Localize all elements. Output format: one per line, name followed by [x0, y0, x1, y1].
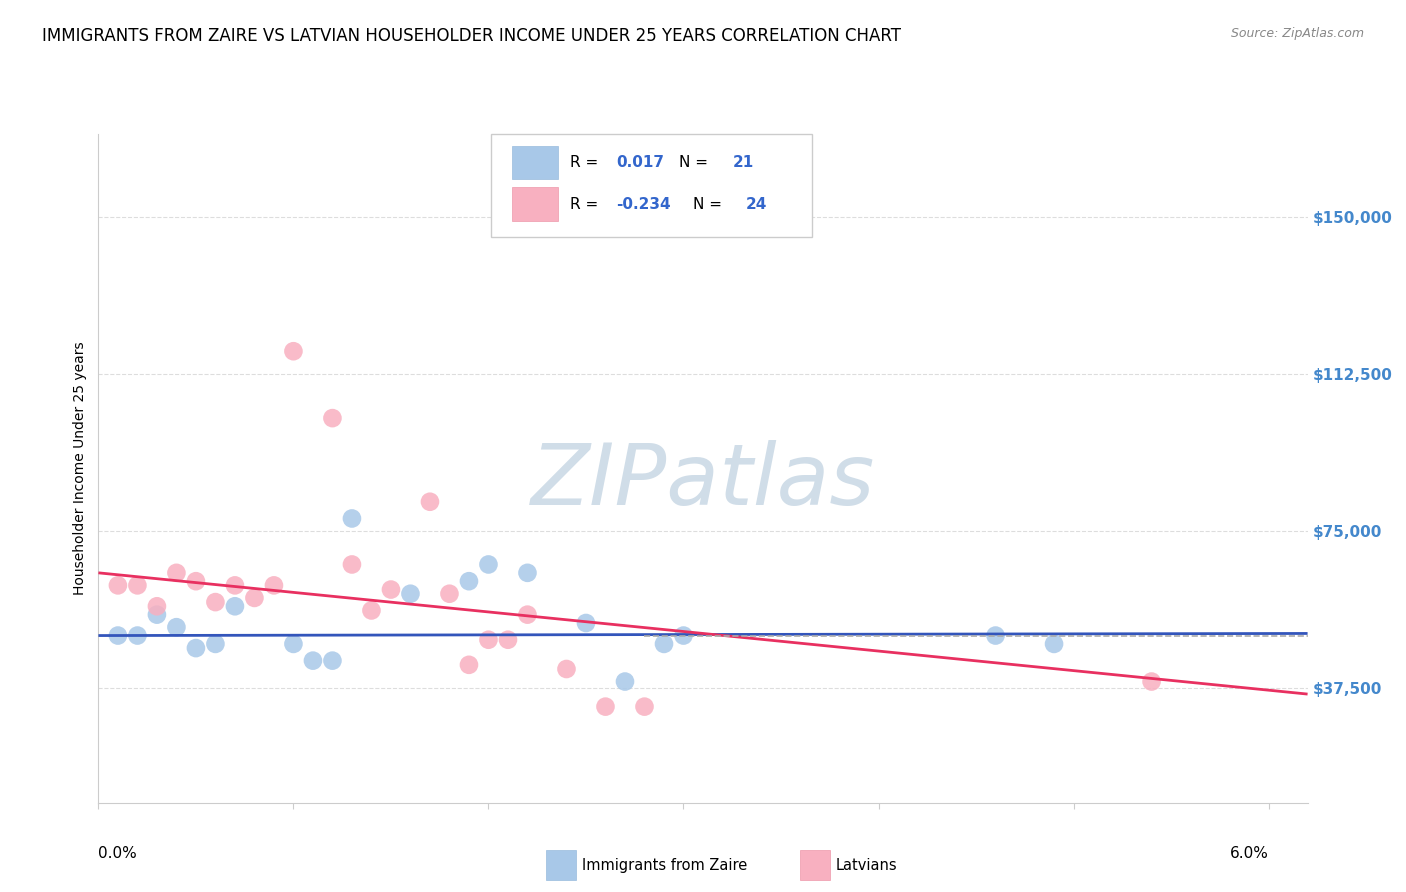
Point: [1140, 674, 1163, 689]
Point: [204, 637, 226, 651]
Point: [321, 654, 343, 668]
Point: [340, 558, 363, 572]
Point: [165, 566, 187, 580]
Point: [516, 607, 538, 622]
Point: [652, 637, 675, 651]
Point: [146, 599, 169, 614]
FancyBboxPatch shape: [492, 134, 811, 237]
Point: [496, 632, 519, 647]
FancyBboxPatch shape: [512, 146, 558, 179]
FancyBboxPatch shape: [800, 849, 830, 880]
Point: [224, 599, 246, 614]
Text: IMMIGRANTS FROM ZAIRE VS LATVIAN HOUSEHOLDER INCOME UNDER 25 YEARS CORRELATION C: IMMIGRANTS FROM ZAIRE VS LATVIAN HOUSEHO…: [42, 27, 901, 45]
Point: [283, 637, 305, 651]
Text: 24: 24: [745, 196, 766, 211]
Point: [146, 607, 169, 622]
Point: [575, 615, 598, 630]
Point: [984, 628, 1007, 642]
Point: [204, 595, 226, 609]
Point: [283, 344, 305, 359]
Point: [184, 574, 207, 589]
Point: [340, 511, 363, 525]
Text: Latvians: Latvians: [837, 857, 897, 872]
Point: [672, 628, 695, 642]
Point: [165, 620, 187, 634]
Point: [127, 578, 149, 592]
Text: N =: N =: [693, 196, 727, 211]
Text: -0.234: -0.234: [616, 196, 671, 211]
Text: 0.017: 0.017: [616, 155, 664, 170]
Point: [107, 578, 129, 592]
Text: N =: N =: [679, 155, 713, 170]
Point: [477, 632, 499, 647]
Y-axis label: Householder Income Under 25 years: Householder Income Under 25 years: [73, 342, 87, 595]
Text: R =: R =: [569, 155, 603, 170]
Text: 6.0%: 6.0%: [1230, 847, 1268, 862]
Point: [321, 411, 343, 425]
Point: [439, 587, 461, 601]
Point: [458, 574, 481, 589]
Point: [614, 674, 637, 689]
Point: [1043, 637, 1066, 651]
Text: R =: R =: [569, 196, 603, 211]
Point: [516, 566, 538, 580]
Point: [458, 657, 481, 672]
Point: [243, 591, 266, 605]
FancyBboxPatch shape: [546, 849, 576, 880]
Point: [595, 699, 617, 714]
Text: 21: 21: [734, 155, 755, 170]
Point: [419, 494, 441, 508]
Text: 0.0%: 0.0%: [98, 847, 138, 862]
Point: [302, 654, 325, 668]
Point: [633, 699, 655, 714]
Point: [360, 603, 382, 617]
Point: [380, 582, 402, 597]
Point: [555, 662, 578, 676]
Text: ZIPatlas: ZIPatlas: [531, 440, 875, 524]
Point: [127, 628, 149, 642]
FancyBboxPatch shape: [512, 187, 558, 221]
Text: Immigrants from Zaire: Immigrants from Zaire: [582, 857, 748, 872]
Point: [107, 628, 129, 642]
Point: [263, 578, 285, 592]
Point: [184, 641, 207, 656]
Text: Source: ZipAtlas.com: Source: ZipAtlas.com: [1230, 27, 1364, 40]
Point: [399, 587, 422, 601]
Point: [224, 578, 246, 592]
Point: [477, 558, 499, 572]
